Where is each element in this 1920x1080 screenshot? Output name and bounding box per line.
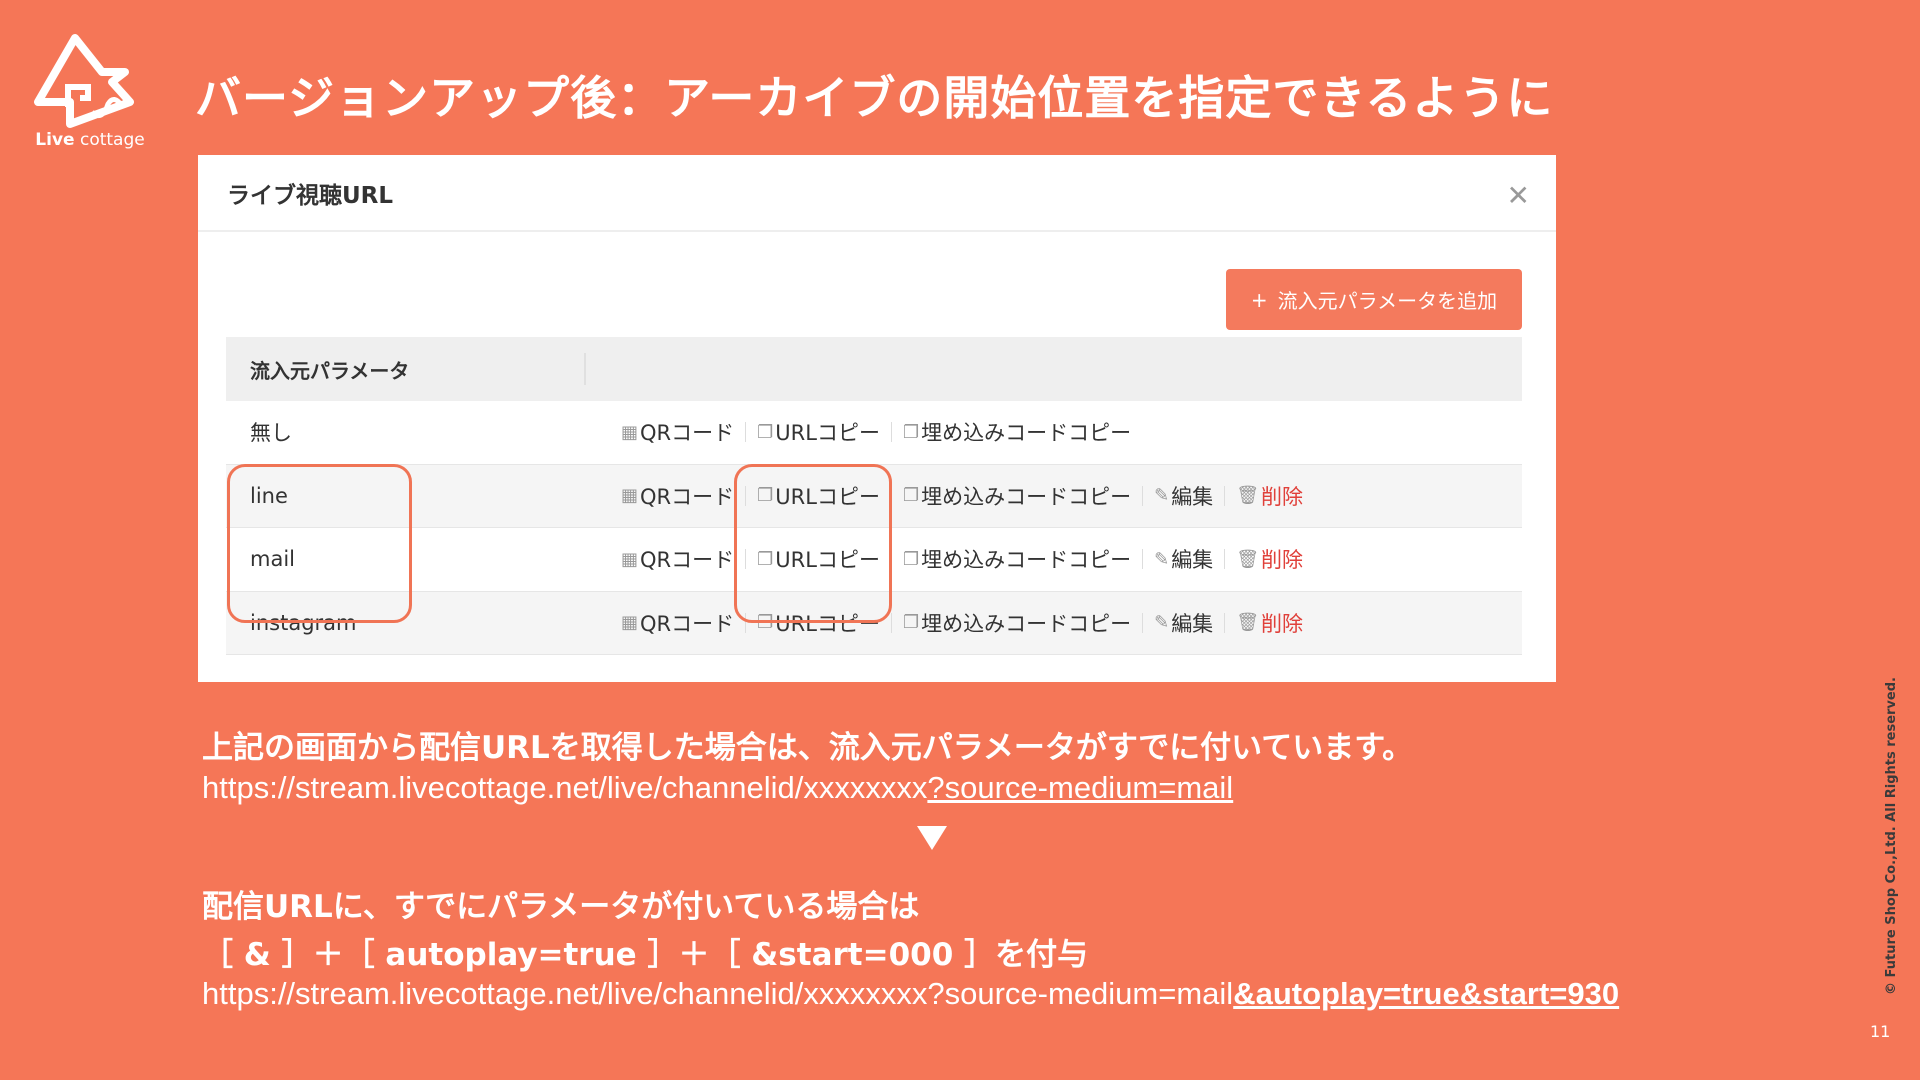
close-icon[interactable]: ✕ [1506,179,1530,212]
parameter-name: 無し [250,421,292,446]
dialog-title: ライブ視聴URL [227,182,394,209]
url-copy-button[interactable]: ❐ URLコピー [757,548,880,573]
qr-code-button[interactable]: ▦ QRコード [621,484,735,509]
url-copy-button[interactable]: ❐ URLコピー [757,421,880,446]
highlight-parameter-names [227,464,412,623]
table-row: mail ▦ QRコード ❐ URLコピー ❐ 埋め込みコードコピー ✎ 編集 🗑 削除 [226,528,1522,592]
qr-code-icon: ▦ [621,485,639,507]
embed-copy-button[interactable]: ❐ 埋め込みコードコピー [902,484,1132,509]
embed-copy-button[interactable]: ❐ 埋め込みコードコピー [902,611,1132,636]
trash-icon: 🗑 [1236,612,1260,634]
parameter-table: 流入元パラメータ 無し ▦ QRコード ❐ URLコピー ❐ 埋め込みコードコピー li… [226,337,1522,655]
edit-button[interactable]: ✎ 編集 [1154,611,1214,636]
parameter-name: line [250,483,288,508]
table-row: line ▦ QRコード ❐ URLコピー ❐ 埋め込みコードコピー ✎ 編集 🗑 削除 [226,464,1522,528]
live-cottage-logo: Live cottage [30,32,150,154]
url-copy-button[interactable]: ❐ URLコピー [757,484,880,509]
embed-copy-button[interactable]: ❐ 埋め込みコードコピー [902,548,1132,573]
row-actions: ▦ QRコード ❐ URLコピー ❐ 埋め込みコードコピー [610,417,1142,447]
column-header: 流入元パラメータ [226,353,586,385]
example-url-1: https://stream.livecottage.net/live/chan… [202,770,1234,805]
copy-icon: ❐ [757,421,774,443]
copy-icon: ❐ [757,548,774,570]
plus-icon: + [1250,287,1268,312]
pencil-icon: ✎ [1154,612,1170,634]
copy-icon: ❐ [902,612,920,634]
source-param: ?source-medium=mail [927,770,1234,805]
edit-button[interactable]: ✎ 編集 [1154,484,1214,509]
qr-code-icon: ▦ [621,421,639,443]
row-actions: ▦ QRコード ❐ URLコピー ❐ 埋め込みコードコピー ✎ 編集 🗑 削除 [610,608,1314,638]
explanation-text: 上記の画面から配信URLを取得した場合は、流入元パラメータがすでに付いています。 [202,730,1414,766]
delete-button[interactable]: 🗑 削除 [1236,484,1304,509]
copyright: © Future Shop Co.,Ltd. All Rights reserv… [1884,677,1899,995]
row-actions: ▦ QRコード ❐ URLコピー ❐ 埋め込みコードコピー ✎ 編集 🗑 削除 [610,544,1314,574]
trash-icon: 🗑 [1236,548,1260,570]
page-number: 11 [1870,1022,1891,1041]
house-logo-icon [34,34,134,128]
copy-icon: ❐ [757,485,774,507]
copy-icon: ❐ [902,548,920,570]
copy-icon: ❐ [902,485,920,507]
delete-button[interactable]: 🗑 削除 [1236,611,1304,636]
page-title: バージョンアップ後：アーカイブの開始位置を指定できるように [195,71,1554,125]
dialog-header: ライブ視聴URL ✕ [198,155,1556,232]
delete-button[interactable]: 🗑 削除 [1236,548,1304,573]
live-url-dialog: ライブ視聴URL ✕ + 流入元パラメータを追加 流入元パラメータ 無し ▦ QR… [198,155,1556,682]
pencil-icon: ✎ [1154,485,1170,507]
pencil-icon: ✎ [1154,548,1170,570]
logo-text: Live cottage [35,130,145,150]
trash-icon: 🗑 [1236,485,1260,507]
add-parameter-label: 流入元パラメータを追加 [1277,289,1498,313]
instruction-params: ［ & ］＋［ autoplay=true ］＋［ &start=000 ］を付… [202,937,1089,973]
autoplay-param: &autoplay=true&start=930 [1233,976,1620,1011]
add-parameter-button[interactable]: + 流入元パラメータを追加 [1226,269,1522,330]
highlight-url-copy [734,464,892,623]
table-row: instagram ▦ QRコード ❐ URLコピー ❐ 埋め込みコードコピー ✎ 編集 … [226,591,1522,655]
instruction-text: 配信URLに、すでにパラメータが付いている場合は [202,889,920,925]
embed-copy-button[interactable]: ❐ 埋め込みコードコピー [902,421,1132,446]
row-actions: ▦ QRコード ❐ URLコピー ❐ 埋め込みコードコピー ✎ 編集 🗑 削除 [610,481,1314,511]
qr-code-button[interactable]: ▦ QRコード [621,611,735,636]
copy-icon: ❐ [902,421,920,443]
qr-code-button[interactable]: ▦ QRコード [621,548,735,573]
down-triangle-icon [917,826,947,850]
example-url-2: https://stream.livecottage.net/live/chan… [202,976,1620,1011]
table-header: 流入元パラメータ [226,337,1522,401]
edit-button[interactable]: ✎ 編集 [1154,548,1214,573]
qr-code-icon: ▦ [621,612,639,634]
parameter-name: mail [250,547,295,572]
qr-code-icon: ▦ [621,548,639,570]
qr-code-button[interactable]: ▦ QRコード [621,421,735,446]
table-row: 無し ▦ QRコード ❐ URLコピー ❐ 埋め込みコードコピー [226,401,1522,465]
